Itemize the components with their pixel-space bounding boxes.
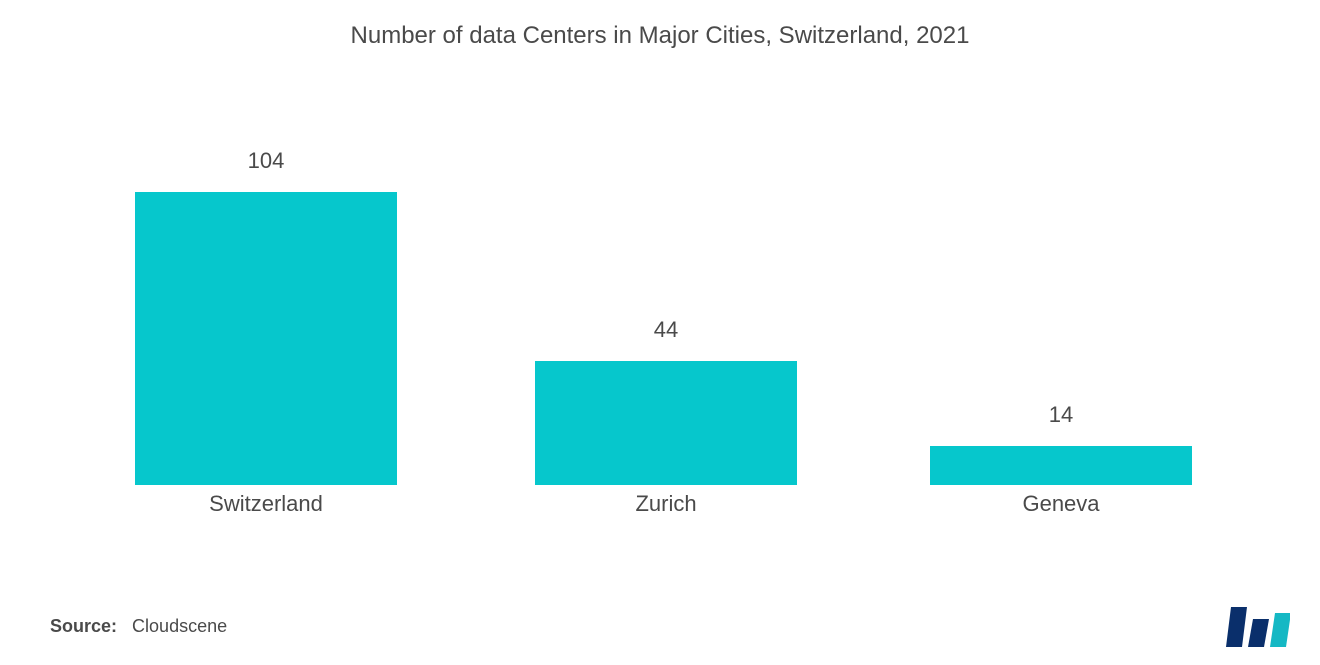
- logo-svg: [1226, 607, 1290, 647]
- brand-logo: [1226, 607, 1290, 647]
- chart-title: Number of data Centers in Major Cities, …: [0, 22, 1320, 50]
- bar-value-label: 44: [535, 317, 797, 343]
- bar: [535, 361, 797, 485]
- plot-area: 104 Switzerland 44 Zurich 14 Geneva: [60, 100, 1260, 515]
- bar: [135, 192, 397, 485]
- bar-category-label: Switzerland: [135, 491, 397, 517]
- bar: [930, 446, 1192, 485]
- chart-container: Number of data Centers in Major Cities, …: [0, 0, 1320, 665]
- bar-value-label: 14: [930, 402, 1192, 428]
- source-label: Source:: [50, 616, 117, 636]
- source-text: Cloudscene: [132, 616, 227, 636]
- bar-value-label: 104: [135, 148, 397, 174]
- source-attribution: Source: Cloudscene: [50, 616, 227, 637]
- bar-category-label: Zurich: [535, 491, 797, 517]
- bar-category-label: Geneva: [930, 491, 1192, 517]
